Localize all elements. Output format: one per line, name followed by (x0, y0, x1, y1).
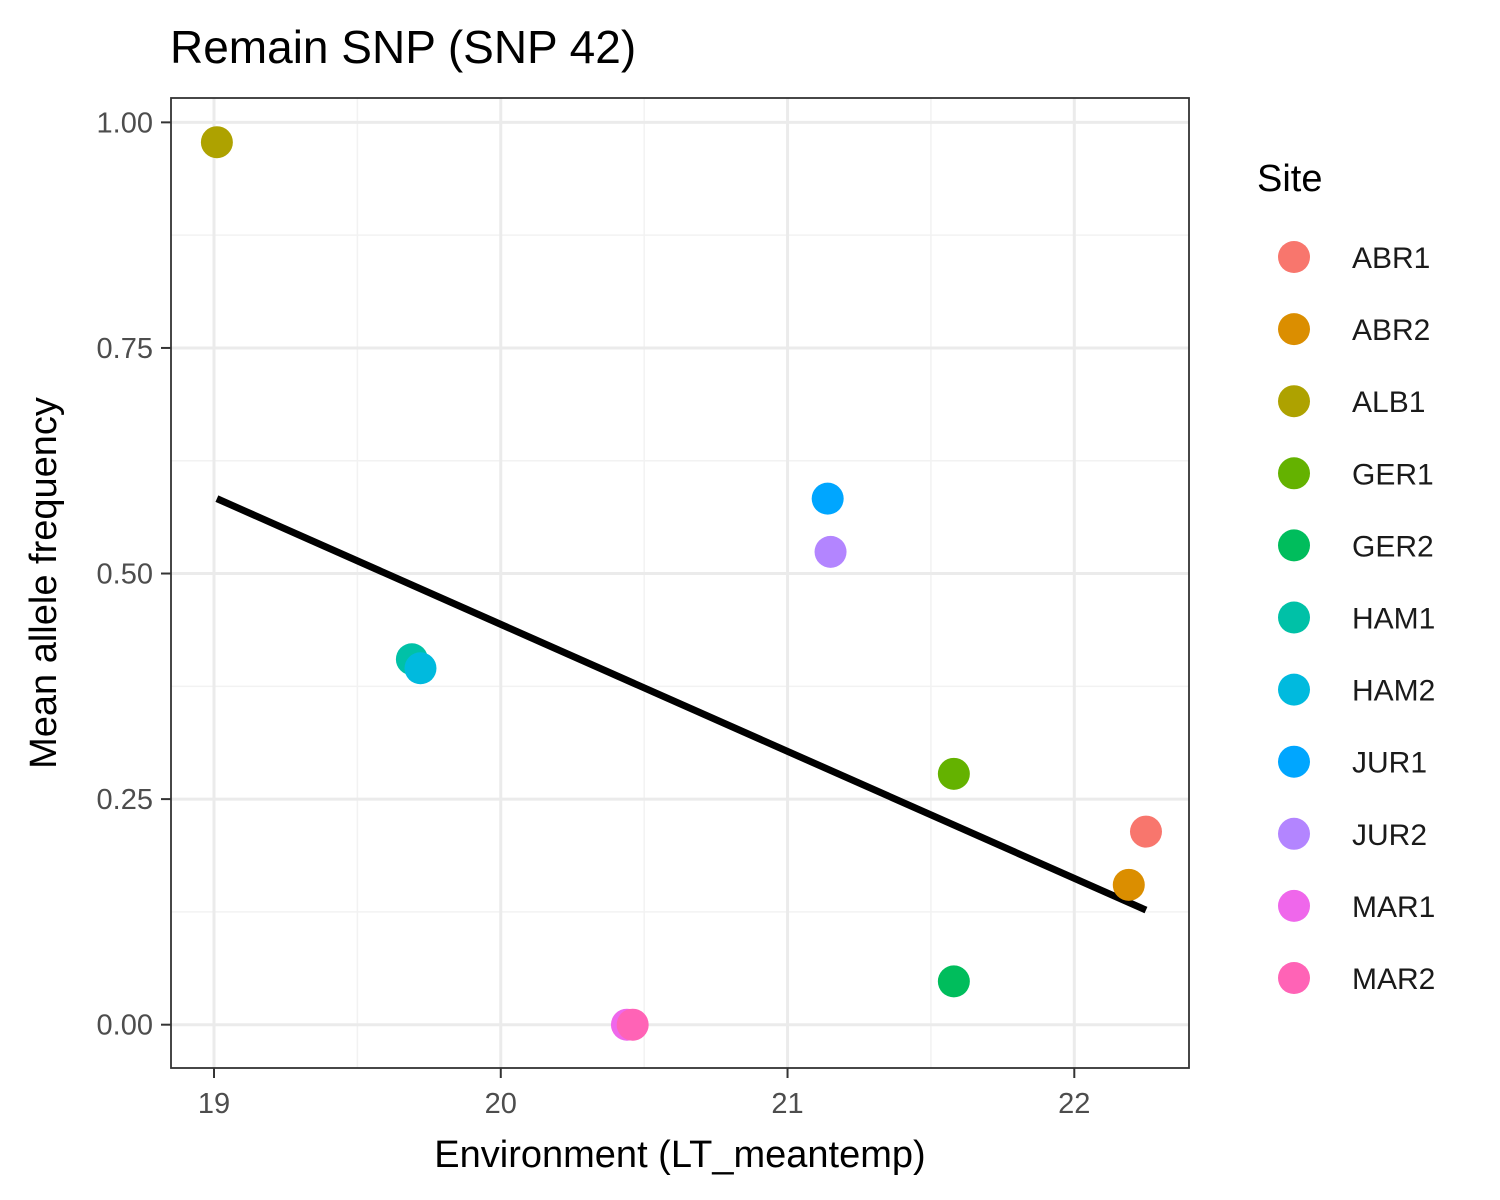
legend-label-abr2: ABR2 (1352, 314, 1430, 347)
y-axis-title: Mean allele frequency (23, 397, 65, 769)
legend-label-jur2: JUR2 (1352, 819, 1427, 852)
data-points (200, 126, 1162, 1041)
legend-key-jur2 (1278, 817, 1310, 850)
x-tick-label: 20 (485, 1088, 517, 1120)
trend-line-layer (215, 495, 1148, 914)
y-tick-label: 0.25 (97, 784, 153, 816)
legend-key-ger2 (1278, 529, 1310, 562)
y-tick-label: 1.00 (97, 107, 153, 139)
plot-panel (170, 97, 1190, 1069)
data-point-ger1 (937, 757, 970, 790)
y-tick-label: 0.50 (97, 559, 153, 591)
legend-key-ger1 (1278, 457, 1310, 490)
legend: Site ABR1 ABR2 ALB1 GER1 GER2 HAM1 HAM2 JUR1 JUR… (1257, 158, 1435, 996)
data-point-alb1 (200, 126, 233, 159)
legend-label-ger2: GER2 (1352, 530, 1434, 563)
panel-background (171, 98, 1189, 1068)
panel-border (170, 97, 1190, 1069)
x-tick-label: 19 (198, 1088, 230, 1120)
legend-label-mar2: MAR2 (1352, 963, 1435, 996)
x-axis: 19 20 21 22 (198, 1068, 1090, 1120)
x-tick-label: 21 (771, 1088, 803, 1120)
legend-key-alb1 (1278, 385, 1310, 418)
y-tick-label: 0.75 (97, 333, 153, 365)
legend-items: ABR1 ABR2 ALB1 GER1 GER2 HAM1 HAM2 JUR1 JUR2 MAR1… (1278, 241, 1435, 996)
legend-key-mar1 (1278, 889, 1310, 922)
y-tick-label: 0.00 (97, 1010, 153, 1042)
data-point-ham2 (404, 652, 437, 685)
legend-label-alb1: ALB1 (1352, 386, 1425, 419)
legend-label-jur1: JUR1 (1352, 747, 1427, 780)
y-axis: 0.00 0.25 0.50 0.75 1.00 (97, 107, 171, 1042)
legend-label-mar1: MAR1 (1352, 891, 1435, 924)
data-point-jur2 (814, 535, 847, 568)
data-point-abr2 (1112, 868, 1145, 901)
x-axis-title: Environment (LT_meantemp) (434, 1134, 925, 1176)
legend-label-abr1: ABR1 (1352, 242, 1430, 275)
data-point-ger2 (937, 965, 970, 998)
legend-key-ham1 (1278, 601, 1310, 634)
legend-key-mar2 (1278, 962, 1310, 994)
data-point-mar2 (616, 1008, 649, 1041)
legend-key-ham2 (1278, 673, 1310, 706)
minor-gridlines (171, 98, 1189, 1068)
legend-label-ger1: GER1 (1352, 458, 1434, 491)
legend-label-ham1: HAM1 (1352, 603, 1435, 636)
legend-title: Site (1257, 158, 1322, 200)
data-point-jur1 (811, 482, 844, 515)
chart-title: Remain SNP (SNP 42) (170, 21, 636, 73)
legend-key-abr2 (1278, 313, 1310, 346)
legend-key-jur1 (1278, 745, 1310, 778)
x-tick-label: 22 (1058, 1088, 1090, 1120)
legend-key-abr1 (1278, 241, 1310, 273)
legend-label-ham2: HAM2 (1352, 675, 1435, 708)
major-gridlines (171, 98, 1189, 1068)
trend-line (215, 495, 1148, 914)
data-point-abr1 (1129, 815, 1162, 848)
